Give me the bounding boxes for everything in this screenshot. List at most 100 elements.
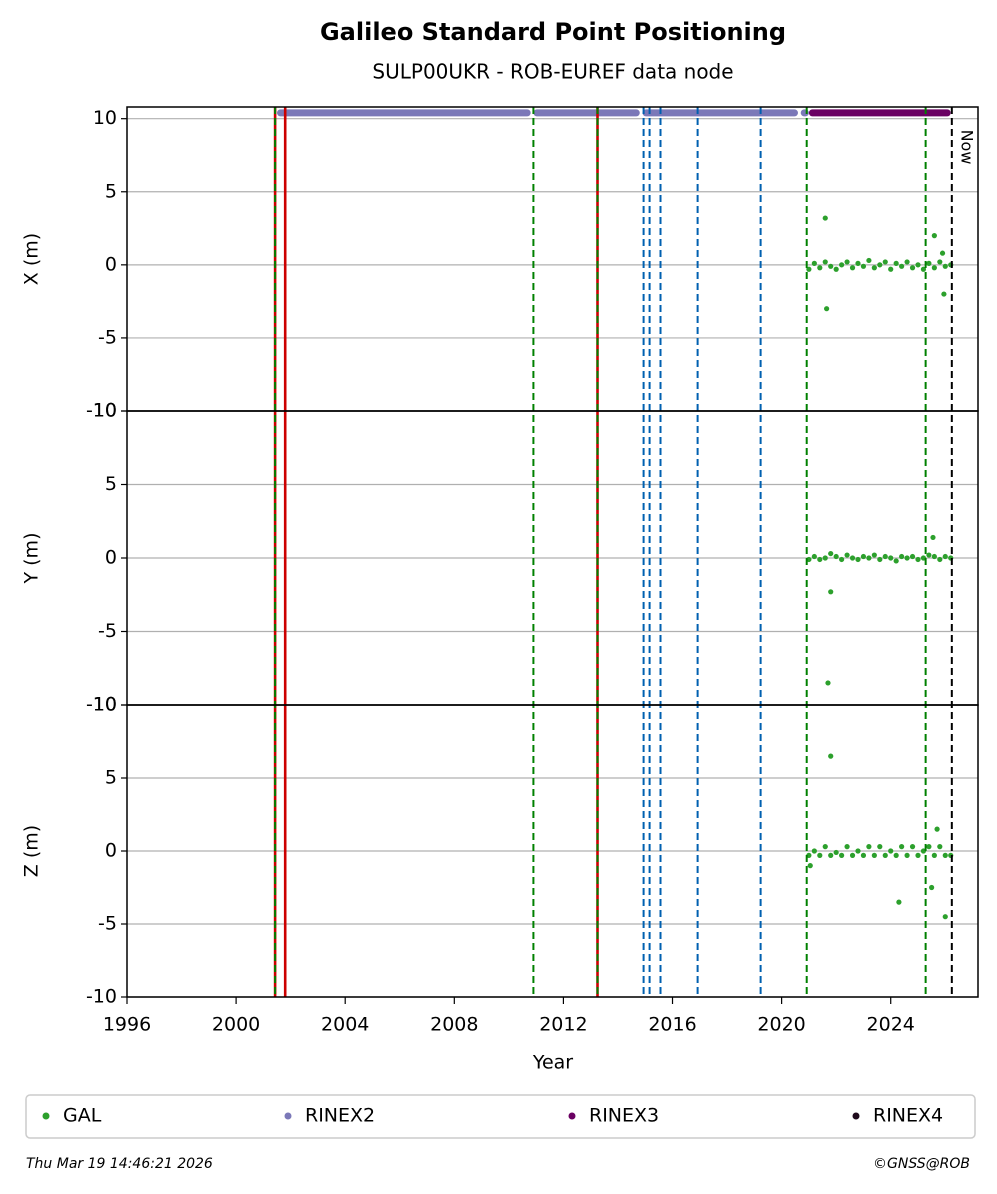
data-point xyxy=(899,553,905,560)
data-point xyxy=(871,852,877,858)
legend-label: RINEX4 xyxy=(873,1105,943,1127)
data-point xyxy=(855,260,861,266)
data-point xyxy=(942,914,948,920)
legend-marker xyxy=(284,1112,292,1120)
data-point xyxy=(828,589,834,595)
legend-marker xyxy=(42,1112,50,1120)
data-point xyxy=(828,852,834,858)
data-point xyxy=(844,259,850,265)
data-point xyxy=(942,263,948,269)
data-point xyxy=(930,534,936,541)
y-tick-label: 10 xyxy=(93,400,117,422)
data-point xyxy=(934,826,940,832)
data-point xyxy=(860,852,867,858)
data-point xyxy=(866,257,872,264)
data-point xyxy=(811,848,817,854)
data-point xyxy=(931,852,937,858)
y-tick-label: 10 xyxy=(93,107,117,129)
data-point xyxy=(828,550,834,557)
data-point xyxy=(904,259,910,265)
y-tick-label: 10 xyxy=(93,694,117,716)
availability-band xyxy=(642,109,798,117)
legend-label: RINEX3 xyxy=(589,1105,659,1127)
data-point xyxy=(942,852,948,858)
x-tick-label: 2024 xyxy=(867,1014,915,1036)
data-point xyxy=(888,266,894,272)
x-tick-label: 2016 xyxy=(648,1014,696,1036)
x-tick-label: 2000 xyxy=(212,1014,260,1036)
data-point xyxy=(937,844,943,850)
x-tick-label: 2012 xyxy=(539,1014,587,1036)
data-point xyxy=(915,556,921,563)
y-tick-label: -5 xyxy=(98,913,117,935)
data-point xyxy=(822,215,828,221)
legend-label: RINEX2 xyxy=(305,1105,375,1127)
y-tick-label: -10 xyxy=(86,400,117,422)
footer-date: Thu Mar 19 14:46:21 2026 xyxy=(26,1156,213,1172)
data-point xyxy=(909,265,916,271)
data-point xyxy=(899,844,905,850)
chart-title: Galileo Standard Point Positioning xyxy=(320,18,786,46)
data-point xyxy=(915,852,921,858)
data-point xyxy=(893,558,899,564)
data-point xyxy=(904,555,910,561)
y-axis-label: X (m) xyxy=(21,233,43,285)
data-point xyxy=(931,265,937,271)
data-point xyxy=(926,844,932,850)
data-point xyxy=(855,556,861,563)
data-point xyxy=(833,266,839,272)
data-point xyxy=(866,555,872,561)
x-tick-label: 2008 xyxy=(430,1014,478,1036)
legend-box xyxy=(25,1094,976,1139)
data-point xyxy=(839,556,845,563)
data-point xyxy=(941,291,947,297)
x-axis-label: Year xyxy=(532,1052,573,1074)
y-tick-label: 5 xyxy=(105,473,117,495)
data-point xyxy=(822,844,828,850)
footer-credit: ©GNSS@ROB xyxy=(873,1156,970,1172)
data-point xyxy=(822,555,828,561)
data-point xyxy=(849,265,856,271)
data-point xyxy=(844,552,850,558)
data-point xyxy=(899,263,905,269)
data-point xyxy=(839,262,845,268)
data-point xyxy=(937,556,943,563)
data-point xyxy=(817,265,823,271)
y-tick-label: 0 xyxy=(105,547,117,569)
data-point xyxy=(807,863,813,869)
data-point xyxy=(893,260,899,266)
y-tick-label: -5 xyxy=(98,326,117,348)
data-point xyxy=(825,680,831,686)
data-point xyxy=(937,259,943,265)
data-point xyxy=(896,899,902,905)
data-point xyxy=(882,553,888,560)
x-tick-label: 2020 xyxy=(757,1014,805,1036)
data-point xyxy=(929,884,935,891)
data-point xyxy=(817,852,823,858)
y-tick-label: 0 xyxy=(105,840,117,862)
data-point xyxy=(833,553,839,560)
data-point xyxy=(931,233,937,239)
data-point xyxy=(860,553,867,560)
y-tick-label: -5 xyxy=(98,620,117,642)
chart-subtitle: SULP00UKR - ROB-EUREF data node xyxy=(372,60,733,84)
data-point xyxy=(877,262,883,268)
availability-band xyxy=(277,109,531,117)
data-point xyxy=(877,556,883,563)
x-tick-label: 1996 xyxy=(103,1014,151,1036)
y-axis-label: Z (m) xyxy=(21,825,43,877)
legend-marker xyxy=(568,1112,576,1120)
data-point xyxy=(904,852,910,858)
data-point xyxy=(909,553,916,560)
data-point xyxy=(882,259,888,265)
data-point xyxy=(877,844,883,850)
data-point xyxy=(926,260,932,266)
data-point xyxy=(882,852,888,858)
data-point xyxy=(931,553,937,560)
data-point xyxy=(824,306,830,312)
x-tick-label: 2004 xyxy=(321,1014,369,1036)
availability-band xyxy=(533,109,640,117)
data-point xyxy=(888,555,894,561)
data-point xyxy=(849,555,856,561)
